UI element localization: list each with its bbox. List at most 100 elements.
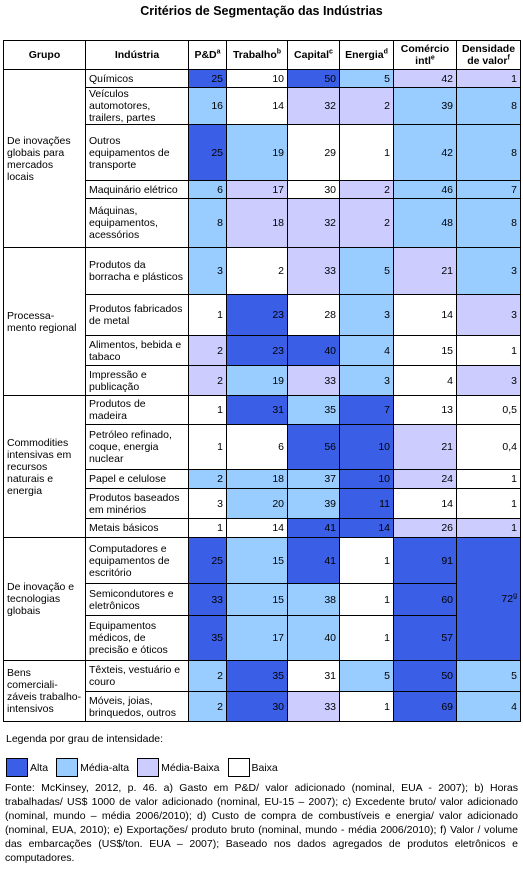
value-text: 14 bbox=[441, 309, 453, 321]
value-text: 1 bbox=[511, 522, 517, 534]
value-cell: 48 bbox=[393, 198, 457, 248]
column-header: Indústria bbox=[85, 40, 189, 70]
column-header: Capitalc bbox=[287, 40, 340, 70]
legend-swatch bbox=[6, 758, 28, 777]
value-text: 26 bbox=[441, 522, 453, 534]
header-text: Indústria bbox=[114, 49, 160, 61]
value-text: 2 bbox=[217, 700, 223, 713]
value-text: 8 bbox=[217, 217, 223, 229]
value-cell: 2 bbox=[188, 691, 227, 722]
legend: Alta Média-alta Média-Baixa Baixa bbox=[6, 758, 286, 777]
header-note: d bbox=[383, 48, 388, 56]
value-text: 30 bbox=[324, 183, 336, 196]
value-cell: 10 bbox=[339, 469, 394, 489]
value-text: 91 bbox=[441, 554, 453, 567]
table-row: De inovações globais para mercados locai… bbox=[3, 69, 521, 248]
value-cell: 39 bbox=[393, 87, 457, 125]
value-text: 25 bbox=[211, 72, 223, 85]
value-text: 2 bbox=[278, 265, 284, 277]
value-text: 46 bbox=[441, 183, 453, 196]
value-cell: 1 bbox=[456, 518, 521, 538]
value-cell: 40 bbox=[287, 615, 340, 661]
industry-cell: Produtos baseados em minérios bbox=[85, 488, 189, 519]
value-text: 35 bbox=[211, 632, 223, 644]
value-text: 1 bbox=[217, 522, 223, 534]
value-cell: 25 bbox=[188, 537, 227, 584]
value-cell: 2 bbox=[226, 247, 288, 295]
value-cell: 3 bbox=[188, 488, 227, 519]
value-cell: 8 bbox=[456, 87, 521, 125]
legend-swatch bbox=[227, 758, 250, 777]
industry-cell: Petróleo refinado, coque, energia nuclea… bbox=[85, 424, 189, 470]
industry-cell: Produtos da borracha e plásticos bbox=[85, 247, 189, 295]
header-note: e bbox=[430, 54, 435, 62]
legend-swatch bbox=[56, 758, 79, 777]
value-text: 4 bbox=[447, 374, 453, 387]
value-cell: 14 bbox=[339, 518, 394, 538]
column-header: Comércio intle bbox=[393, 40, 457, 70]
group-cell: Processa-mento regional bbox=[3, 247, 86, 396]
value-text: 60 bbox=[441, 593, 453, 606]
value-text: 0,5 bbox=[502, 404, 517, 416]
column-header: Grupo bbox=[3, 40, 86, 70]
value-text: 69 bbox=[441, 700, 453, 713]
industry-cell: Produtos de madeira bbox=[85, 395, 189, 425]
value-cell: 38 bbox=[287, 583, 340, 616]
value-text: 41 bbox=[324, 522, 336, 534]
value-text: 1 bbox=[384, 554, 390, 567]
value-text: 16 bbox=[211, 100, 223, 112]
value-cell: 2 bbox=[339, 180, 394, 199]
industry-cell: Têxteis, vestuário e couro bbox=[85, 660, 189, 692]
value-cell: 91 bbox=[393, 537, 457, 584]
industry-cell: Maquinário elétrico bbox=[85, 180, 189, 199]
value-cell: 8 bbox=[456, 124, 521, 181]
header-note: a bbox=[216, 48, 221, 56]
value-text: 17 bbox=[272, 632, 284, 644]
industry-cell: Veículos automotores, trailers, partes bbox=[85, 87, 189, 125]
value-text: 32 bbox=[324, 100, 336, 112]
value-cell: 1 bbox=[456, 335, 521, 366]
value-cell: 4 bbox=[456, 691, 521, 722]
group-cell: Bens comerciali-záveis trabalho-intensiv… bbox=[3, 660, 86, 722]
value-cell: 11 bbox=[339, 488, 394, 519]
legend-item: Média-Baixa bbox=[137, 758, 220, 777]
value-text: 8 bbox=[511, 146, 517, 159]
value-text: 21 bbox=[441, 441, 453, 453]
value-cell: 60 bbox=[393, 583, 457, 616]
value-cell: 10 bbox=[226, 69, 288, 88]
value-cell: 15 bbox=[226, 583, 288, 616]
table: Grupo Indústria P&Da Trabalhob Capitalc Energ… bbox=[3, 40, 521, 722]
value-cell: 3 bbox=[188, 247, 227, 295]
value-text: 35 bbox=[324, 404, 336, 416]
value-cell: 14 bbox=[393, 294, 457, 336]
industry-cell: Outros equipamentos de transporte bbox=[85, 124, 189, 181]
value-cell: 19 bbox=[226, 124, 288, 181]
value-cell: 3 bbox=[339, 294, 394, 336]
value-text: 56 bbox=[324, 441, 336, 453]
value-text: 38 bbox=[324, 593, 336, 606]
industry-cell: Metais básicos bbox=[85, 518, 189, 538]
value-text: 23 bbox=[272, 309, 284, 321]
value-cell: 4 bbox=[393, 365, 457, 396]
industry-cell: Papel e celulose bbox=[85, 469, 189, 489]
value-text: 14 bbox=[441, 497, 453, 510]
value-text: 33 bbox=[324, 700, 336, 713]
industry-cell: Móveis, joias, brinquedos, outros bbox=[85, 691, 189, 722]
value-text: 19 bbox=[272, 374, 284, 387]
value-text: 1 bbox=[384, 700, 390, 713]
value-cell: 41 bbox=[287, 537, 340, 584]
value-cell: 5 bbox=[339, 69, 394, 88]
table-row: Papel e celulose 2 18 37 10 24 1 bbox=[4, 469, 521, 489]
industry-cell: Computadores e equipamentos de escritóri… bbox=[85, 537, 189, 584]
value-text: 10 bbox=[378, 441, 390, 453]
value-text: 30 bbox=[272, 700, 284, 713]
value-text: 6 bbox=[217, 183, 223, 196]
value-text: 40 bbox=[324, 632, 336, 644]
value-text: 48 bbox=[441, 217, 453, 229]
value-cell: 26 bbox=[393, 518, 457, 538]
table-row: Equipamentos médicos, de precisão e ótic… bbox=[4, 615, 521, 661]
value-text: 40 bbox=[324, 344, 336, 357]
group-cell: Commodities intensivas em recursos natur… bbox=[3, 395, 86, 538]
value-text: 5 bbox=[384, 72, 390, 85]
